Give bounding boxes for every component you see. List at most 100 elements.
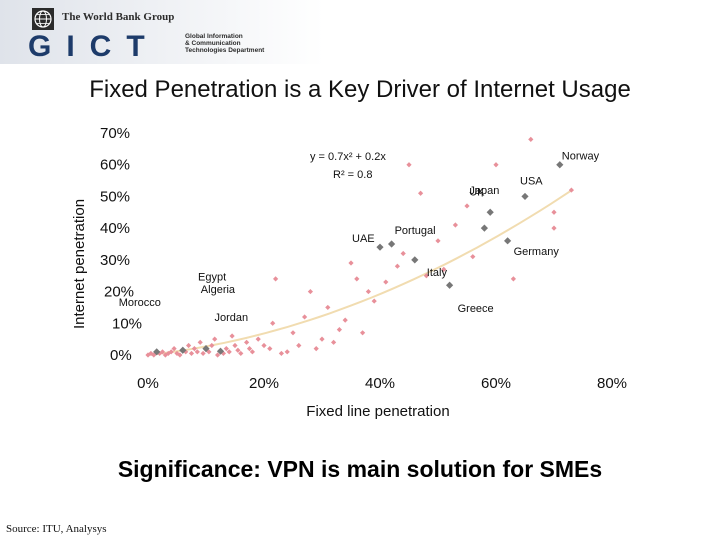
scatter-point	[354, 276, 360, 282]
scatter-point	[307, 288, 313, 295]
scatter-point	[470, 254, 476, 260]
point-label: Egypt	[198, 272, 226, 284]
highlighted-point	[521, 192, 529, 201]
scatter-chart: 0% 10% 20% 30% 40% 50% 60% 70% 0% 20% 40% 60% 80% Fix…	[71, 125, 627, 420]
point-label: Germany	[514, 246, 560, 258]
significance-text: Significance: VPN is main solution for S…	[117, 456, 603, 482]
scatter-point	[435, 238, 441, 244]
y-tick-label: 30%	[100, 252, 130, 269]
scatter-point	[232, 342, 238, 349]
scatter-point	[319, 336, 325, 342]
highlighted-point	[556, 161, 564, 169]
point-label: Morocco	[119, 297, 161, 309]
scatter-point	[348, 260, 354, 266]
highlighted-point	[411, 256, 419, 264]
scatter-point	[400, 250, 406, 257]
trendline	[150, 189, 572, 356]
highlighted-point	[179, 346, 187, 354]
scatter-point	[270, 320, 276, 326]
scatter-point	[423, 273, 429, 279]
gict-logo-text: GICT	[28, 30, 160, 63]
y-tick-label: 40%	[100, 220, 130, 237]
gict-subtitle-line: Technologies Department	[185, 47, 265, 54]
x-axis-label: Fixed line penetration	[306, 403, 449, 420]
scatter-point	[365, 288, 371, 295]
x-tick-label: 80%	[597, 375, 627, 392]
scatter-point	[235, 347, 241, 353]
highlighted-point	[376, 243, 384, 251]
gict-subtitle-line: & Communication	[185, 40, 241, 47]
scatter-point	[551, 209, 557, 215]
highlighted-point	[486, 208, 494, 216]
x-tick-label: 60%	[481, 375, 511, 392]
highlighted-point	[216, 347, 225, 355]
y-tick-label: 50%	[100, 188, 130, 205]
scatter-point	[186, 342, 192, 349]
scatter-point	[177, 352, 183, 358]
scatter-point	[197, 339, 203, 345]
gict-subtitle: Global Information & Communication Techn…	[185, 33, 264, 54]
source-note: Source: ITU, Analysys	[6, 523, 107, 535]
scatter-point	[200, 350, 206, 357]
chart-title: Fixed Penetration is a Key Driver of Int…	[89, 76, 631, 103]
scatter-point	[296, 342, 302, 349]
x-tick-label: 20%	[249, 375, 279, 392]
scatter-point	[360, 330, 366, 336]
highlighted-point	[480, 224, 488, 232]
trendline-equation: y = 0.7x² + 0.2x	[310, 151, 386, 163]
world-bank-globe-icon	[32, 8, 54, 30]
scatter-point	[342, 317, 348, 323]
y-tick-label: 70%	[100, 125, 130, 142]
scatter-point	[302, 314, 308, 320]
scatter-point	[209, 342, 215, 349]
point-label: Norway	[562, 151, 600, 163]
scatter-point	[212, 336, 218, 342]
scatter-point	[551, 225, 557, 231]
scatter-point	[493, 162, 499, 168]
header-banner: The World Bank Group GICT Global Informa…	[0, 0, 720, 64]
point-label: Portugal	[395, 225, 436, 237]
scatter-point	[464, 203, 470, 209]
gict-subtitle-line: Global Information	[185, 33, 243, 40]
scatter-point	[267, 346, 273, 352]
point-label: Italy	[427, 267, 448, 279]
org-name: The World Bank Group	[62, 11, 175, 23]
scatter-point	[313, 346, 319, 352]
scatter-point	[383, 279, 389, 285]
point-label: UAE	[352, 233, 375, 245]
scatter-point	[261, 342, 267, 349]
y-tick-label: 60%	[100, 157, 130, 174]
scatter-point	[255, 336, 261, 342]
scatter-point	[244, 339, 250, 345]
point-label: Jordan	[215, 312, 249, 324]
point-label: Algeria	[201, 284, 236, 296]
x-tick-label: 40%	[365, 375, 395, 392]
highlighted-point	[504, 237, 512, 245]
point-label: Japan	[469, 185, 499, 197]
y-axis-label: Internet penetration	[71, 199, 88, 329]
scatter-point	[284, 349, 290, 355]
scatter-point	[394, 263, 400, 269]
highlighted-point	[388, 240, 396, 248]
trendline-r-squared: R² = 0.8	[333, 169, 372, 181]
scatter-point	[371, 298, 377, 304]
y-tick-label: 0%	[110, 347, 132, 364]
scatter-point	[336, 327, 342, 333]
scatter-point	[278, 350, 284, 357]
point-label: UK	[469, 186, 485, 198]
scatter-point	[528, 136, 534, 142]
scatter-point	[510, 276, 516, 282]
x-tick-label: 0%	[137, 375, 159, 392]
scatter-point	[331, 339, 337, 345]
scatter-point	[273, 276, 279, 282]
scatter-point	[215, 352, 221, 358]
y-tick-label: 10%	[112, 315, 142, 332]
highlighted-point	[446, 281, 454, 289]
point-label: USA	[520, 175, 543, 187]
scatter-point	[188, 350, 195, 357]
scatter-point	[452, 222, 458, 228]
scatter-point	[568, 187, 574, 193]
scatter-point	[290, 330, 296, 336]
y-tick-label: 20%	[104, 284, 134, 301]
scatter-point	[229, 333, 235, 339]
